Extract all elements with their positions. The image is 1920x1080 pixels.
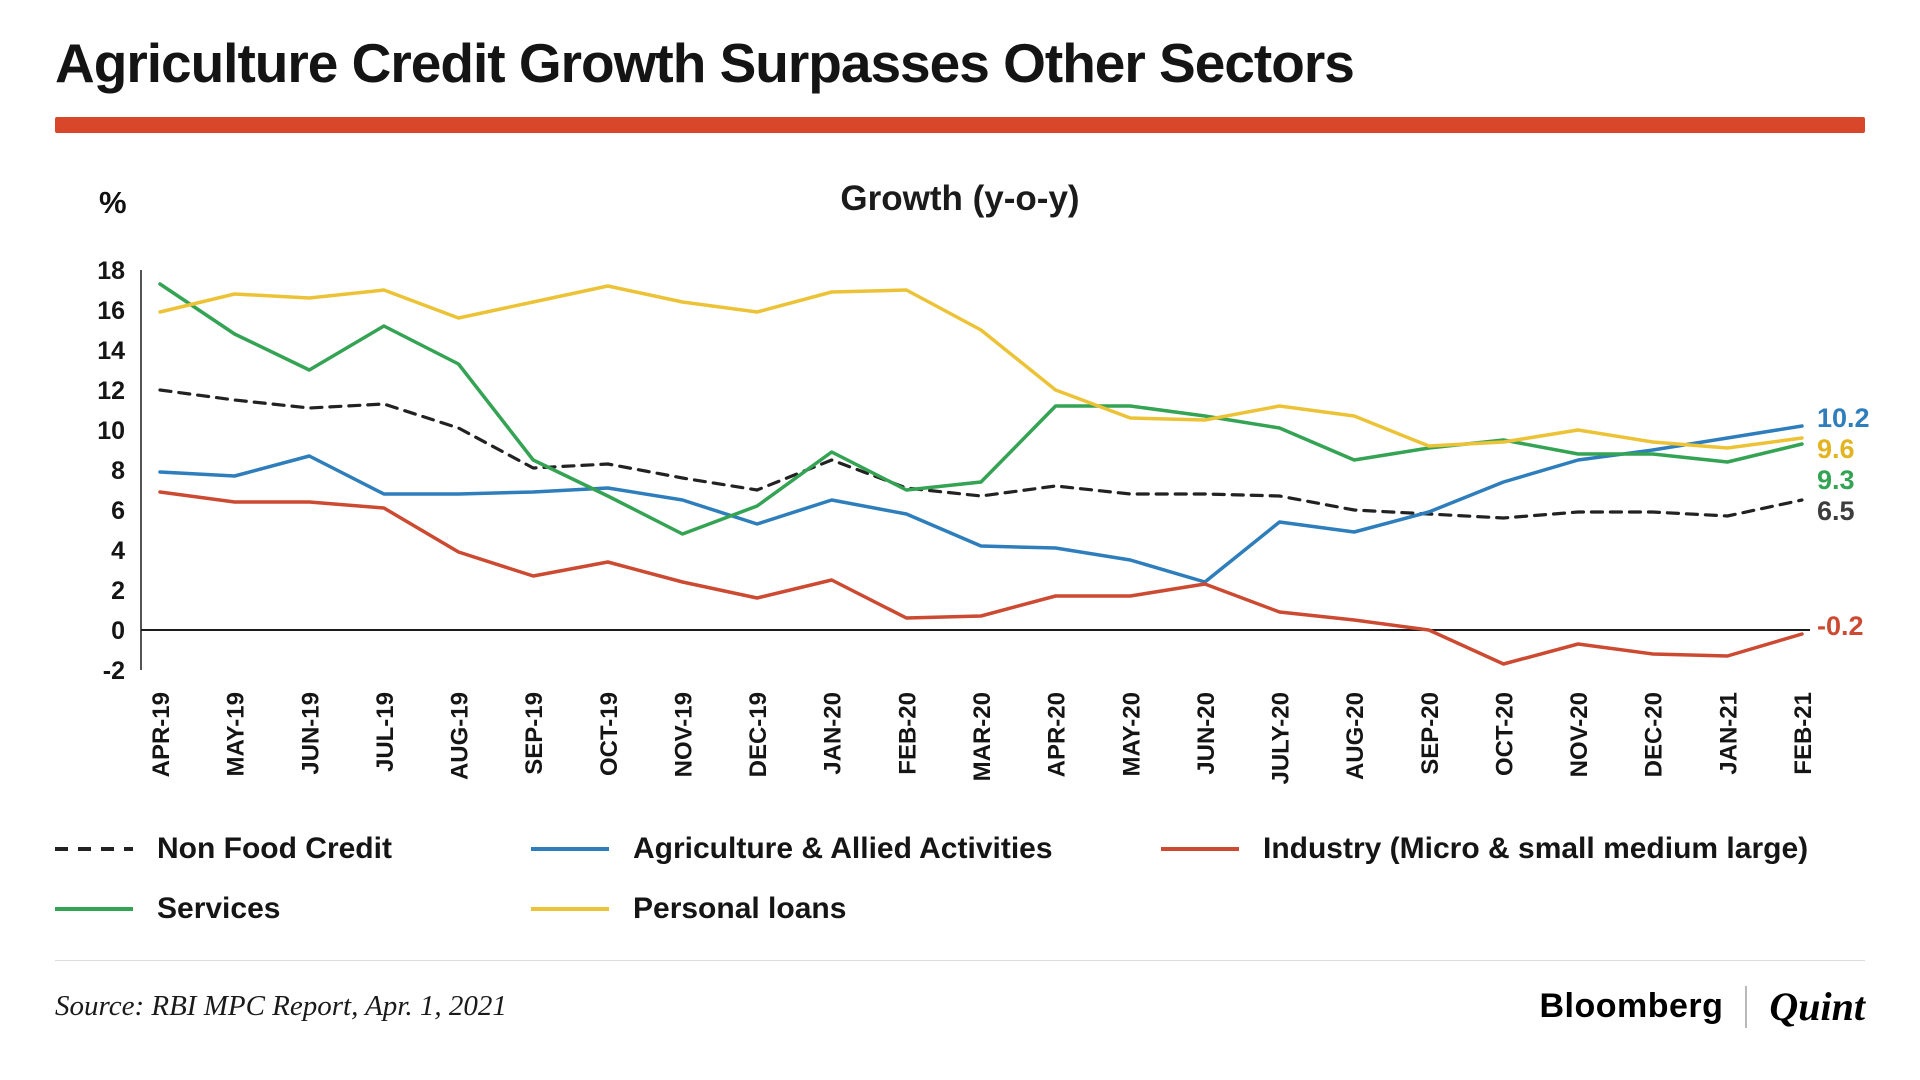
svg-text:APR-20: APR-20 xyxy=(1044,692,1071,777)
infographic: Agriculture Credit Growth Surpasses Othe… xyxy=(55,32,1870,1030)
svg-text:8: 8 xyxy=(111,457,125,485)
svg-text:JUN-19: JUN-19 xyxy=(297,692,324,775)
svg-text:10: 10 xyxy=(97,417,125,445)
svg-text:JUL-19: JUL-19 xyxy=(372,692,399,772)
svg-text:9.3: 9.3 xyxy=(1817,465,1855,495)
svg-text:6.5: 6.5 xyxy=(1817,496,1855,526)
legend-label-personal-loans: Personal loans xyxy=(633,892,847,926)
services-line-sample xyxy=(55,907,133,912)
svg-text:10.2: 10.2 xyxy=(1817,403,1870,433)
non-food-credit-line-sample xyxy=(55,847,133,852)
growth-line-chart: 18 16 14 12 10 8 6 4 2 0 -2 APR-19 MAY-19 JUN-19 JUL-1… xyxy=(97,257,1870,785)
svg-text:16: 16 xyxy=(97,297,125,325)
svg-text:0: 0 xyxy=(111,617,125,645)
legend-item-non-food-credit: Non Food Credit xyxy=(55,832,531,866)
svg-text:OCT-19: OCT-19 xyxy=(596,692,623,776)
title-underline-bar xyxy=(55,117,1865,134)
quint-logo: Quint xyxy=(1769,984,1865,1030)
svg-text:FEB-21: FEB-21 xyxy=(1790,692,1817,775)
chart-title: Growth (y-o-y) xyxy=(840,179,1080,219)
brand-divider xyxy=(1745,985,1748,1028)
personal-loans-line-sample xyxy=(531,907,609,912)
page-title: Agriculture Credit Growth Surpasses Othe… xyxy=(55,32,1355,94)
svg-text:14: 14 xyxy=(97,337,125,365)
agriculture-line-sample xyxy=(531,847,609,852)
svg-text:MAR-20: MAR-20 xyxy=(969,692,996,781)
svg-text:AUG-19: AUG-19 xyxy=(447,692,474,780)
svg-text:-0.2: -0.2 xyxy=(1817,611,1864,641)
chart-header: % Growth (y-o-y) xyxy=(55,167,1865,223)
bloomberg-logo: Bloomberg xyxy=(1539,987,1724,1026)
svg-text:JAN-21: JAN-21 xyxy=(1715,692,1742,775)
svg-text:6: 6 xyxy=(111,497,125,525)
svg-text:12: 12 xyxy=(97,377,125,405)
legend-item-agriculture: Agriculture & Allied Activities xyxy=(531,832,1161,866)
svg-text:9.6: 9.6 xyxy=(1817,434,1855,464)
svg-text:AUG-20: AUG-20 xyxy=(1342,692,1369,780)
legend-label-agriculture: Agriculture & Allied Activities xyxy=(633,832,1053,866)
svg-text:2: 2 xyxy=(111,577,125,605)
source-note: Source: RBI MPC Report, Apr. 1, 2021 xyxy=(55,990,507,1023)
svg-text:JAN-20: JAN-20 xyxy=(820,692,847,775)
legend-label-non-food-credit: Non Food Credit xyxy=(157,832,392,866)
y-axis-unit-label: % xyxy=(99,185,127,221)
svg-text:MAY-20: MAY-20 xyxy=(1118,692,1145,777)
legend-label-services: Services xyxy=(157,892,281,926)
svg-text:-2: -2 xyxy=(103,657,125,685)
svg-text:OCT-20: OCT-20 xyxy=(1491,692,1518,776)
industry-line-sample xyxy=(1161,847,1239,852)
svg-text:APR-19: APR-19 xyxy=(148,692,175,777)
svg-text:MAY-19: MAY-19 xyxy=(223,692,250,777)
svg-text:SEP-20: SEP-20 xyxy=(1417,692,1444,775)
svg-text:DEC-20: DEC-20 xyxy=(1641,692,1668,777)
legend-item-industry: Industry (Micro & small medium large) xyxy=(1161,832,1865,866)
svg-text:JUN-20: JUN-20 xyxy=(1193,692,1220,775)
chart-legend: Non Food Credit Agriculture & Allied Act… xyxy=(55,832,1865,926)
svg-text:NOV-19: NOV-19 xyxy=(670,692,697,777)
brand-lockup: Bloomberg Quint xyxy=(1539,983,1865,1030)
legend-item-services: Services xyxy=(55,892,531,926)
svg-text:FEB-20: FEB-20 xyxy=(894,692,921,775)
legend-item-personal-loans: Personal loans xyxy=(531,892,1161,926)
footer: Source: RBI MPC Report, Apr. 1, 2021 Blo… xyxy=(55,960,1865,1030)
svg-text:18: 18 xyxy=(97,257,125,285)
svg-text:NOV-20: NOV-20 xyxy=(1566,692,1593,777)
svg-text:SEP-19: SEP-19 xyxy=(521,692,548,775)
svg-text:JULY-20: JULY-20 xyxy=(1268,692,1295,785)
legend-label-industry: Industry (Micro & small medium large) xyxy=(1263,832,1809,866)
svg-text:4: 4 xyxy=(111,537,125,565)
svg-text:DEC-19: DEC-19 xyxy=(745,692,772,777)
